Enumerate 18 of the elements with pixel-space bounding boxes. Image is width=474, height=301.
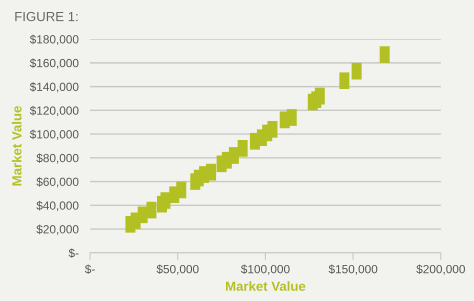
x-tick-label: $150,000 [328,264,378,275]
x-tick-label: $100,000 [240,264,290,275]
y-tick-label: $120,000 [30,106,78,116]
y-tick-label: $100,000 [30,130,78,140]
x-tick-label: $50,000 [156,264,199,275]
chart-title: FIGURE 1: [15,12,78,22]
y-tick-label: $60,000 [36,177,78,188]
y-tick-label: $- [68,248,78,258]
y-tick-label: $80,000 [36,153,78,164]
x-axis-title: Market Value [226,281,306,291]
y-axis-title: Market Value [12,106,22,186]
y-tick-label: $160,000 [30,58,78,69]
y-tick-label: $20,000 [36,224,78,235]
y-tick-label: $140,000 [30,82,78,92]
x-tick-label: $- [84,264,95,274]
y-tick-label: $180,000 [30,34,78,45]
x-tick-label: $200,000 [416,264,465,275]
y-tick-label: $40,000 [36,200,78,212]
